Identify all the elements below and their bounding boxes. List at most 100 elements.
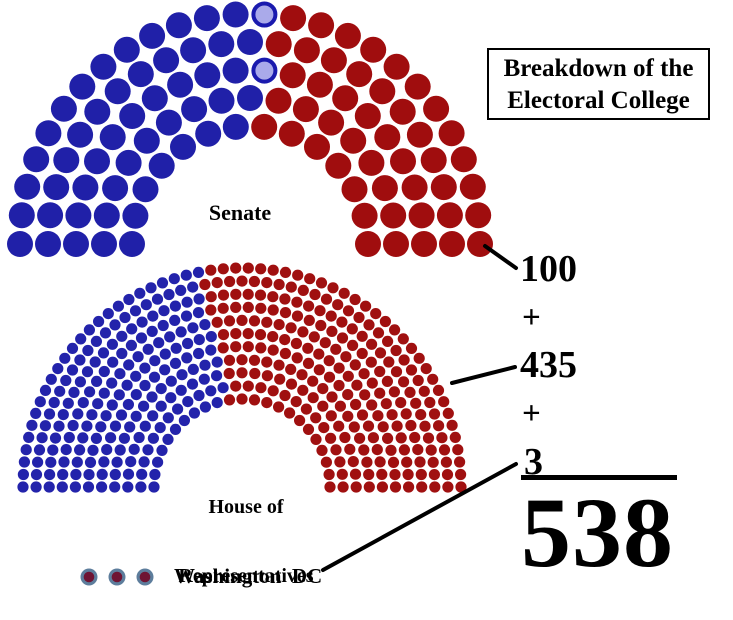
seat-dot: [402, 468, 414, 481]
seat-dot: [181, 352, 193, 364]
seat-dot: [374, 456, 386, 468]
seat-dot: [320, 47, 347, 74]
seat-dot: [255, 302, 267, 314]
seat-dot: [294, 414, 306, 427]
seat-dot: [139, 420, 151, 432]
seat-dot: [354, 432, 366, 444]
seat-dot: [388, 386, 400, 398]
seat-dot: [297, 384, 309, 396]
seat-dot: [91, 231, 117, 257]
seat-dot: [261, 397, 273, 409]
seat-dot: [165, 375, 177, 387]
seat-dot: [36, 432, 48, 444]
seat-dot: [450, 146, 477, 173]
seat-dot: [162, 433, 174, 445]
seat-dot: [122, 468, 135, 480]
seat-dot: [347, 456, 359, 468]
seat-dot: [82, 481, 95, 493]
title-line-1: Breakdown of the: [503, 55, 694, 82]
seat-dot: [205, 344, 217, 356]
seat-dot: [157, 319, 169, 332]
seat-dot: [77, 432, 89, 444]
seat-dot: [428, 408, 441, 420]
seat-dot: [106, 338, 118, 350]
seat-dot: [181, 296, 193, 308]
seat-dot: [44, 469, 56, 481]
seat-dot: [125, 456, 137, 468]
seat-dot: [248, 354, 261, 366]
seat-dot: [145, 282, 157, 294]
seat-dot: [353, 311, 365, 324]
house-label-line-1: House of: [208, 496, 284, 518]
seat-dot: [66, 342, 79, 354]
seat-dot: [54, 385, 66, 397]
seat-dot: [436, 432, 448, 444]
seat-dot: [438, 444, 451, 456]
dc-dot-core: [139, 571, 151, 583]
seat-dot: [320, 456, 332, 468]
seat-dot: [74, 376, 86, 388]
seat-dot: [242, 288, 254, 300]
seat-dot: [265, 31, 292, 58]
seat-dot: [170, 133, 196, 160]
seat-dot: [261, 316, 273, 328]
seat-dot: [148, 481, 160, 493]
seat-dot: [43, 481, 55, 493]
seat-dot: [92, 398, 104, 410]
seat-dot: [358, 368, 370, 380]
seat-dot: [383, 356, 395, 368]
seat-dot: [405, 342, 418, 354]
seat-dot: [147, 310, 159, 322]
seat-dot: [251, 57, 278, 84]
seat-dot: [230, 328, 242, 340]
seat-dot: [441, 469, 454, 481]
seat-dot: [119, 103, 146, 129]
seat-dot: [307, 375, 319, 387]
house-label: House of Representatives: [160, 450, 332, 620]
seat-dot: [75, 333, 87, 345]
seat-dot: [93, 315, 105, 328]
seat-dot: [383, 53, 410, 80]
seat-dot: [99, 327, 112, 339]
seat-dot: [187, 281, 199, 293]
seat-dot: [136, 316, 148, 328]
seat-dot: [217, 263, 229, 275]
seat-dot: [20, 444, 32, 456]
plus-sign-2: +: [522, 396, 541, 432]
seat-dot: [302, 423, 315, 435]
seat-dot: [267, 264, 279, 276]
seat-dot: [366, 399, 378, 411]
seat-dot: [406, 121, 433, 148]
seat-dot: [169, 300, 181, 312]
seat-dot: [242, 262, 254, 274]
seat-dot: [284, 407, 296, 419]
seat-dot: [139, 362, 151, 374]
seat-dot: [67, 121, 94, 148]
title-box: Breakdown of the Electoral College: [487, 48, 710, 120]
seat-dot: [362, 420, 375, 432]
seat-dot: [391, 420, 403, 432]
seat-dot: [59, 352, 71, 364]
seat-dot: [91, 375, 103, 387]
seat-dot: [223, 354, 236, 366]
seat-dot: [336, 468, 348, 480]
washington-dc-label: Washington DC: [174, 564, 323, 588]
seat-dot: [109, 468, 121, 481]
seat-dot: [404, 386, 416, 398]
seat-dot: [319, 337, 331, 349]
seat-dot: [303, 314, 315, 326]
seat-dot: [274, 373, 286, 385]
seat-dot: [181, 96, 208, 123]
seat-dot: [129, 305, 142, 317]
seat-dot: [255, 382, 267, 394]
seat-dot: [57, 468, 69, 481]
seat-dot: [279, 347, 291, 360]
seat-dot: [236, 367, 248, 379]
seat-dot: [205, 331, 217, 343]
seat-dot: [420, 147, 447, 174]
seat-dot: [217, 302, 229, 314]
seat-dot: [267, 304, 279, 316]
seat-dot: [273, 278, 285, 291]
seat-dot: [310, 412, 322, 424]
